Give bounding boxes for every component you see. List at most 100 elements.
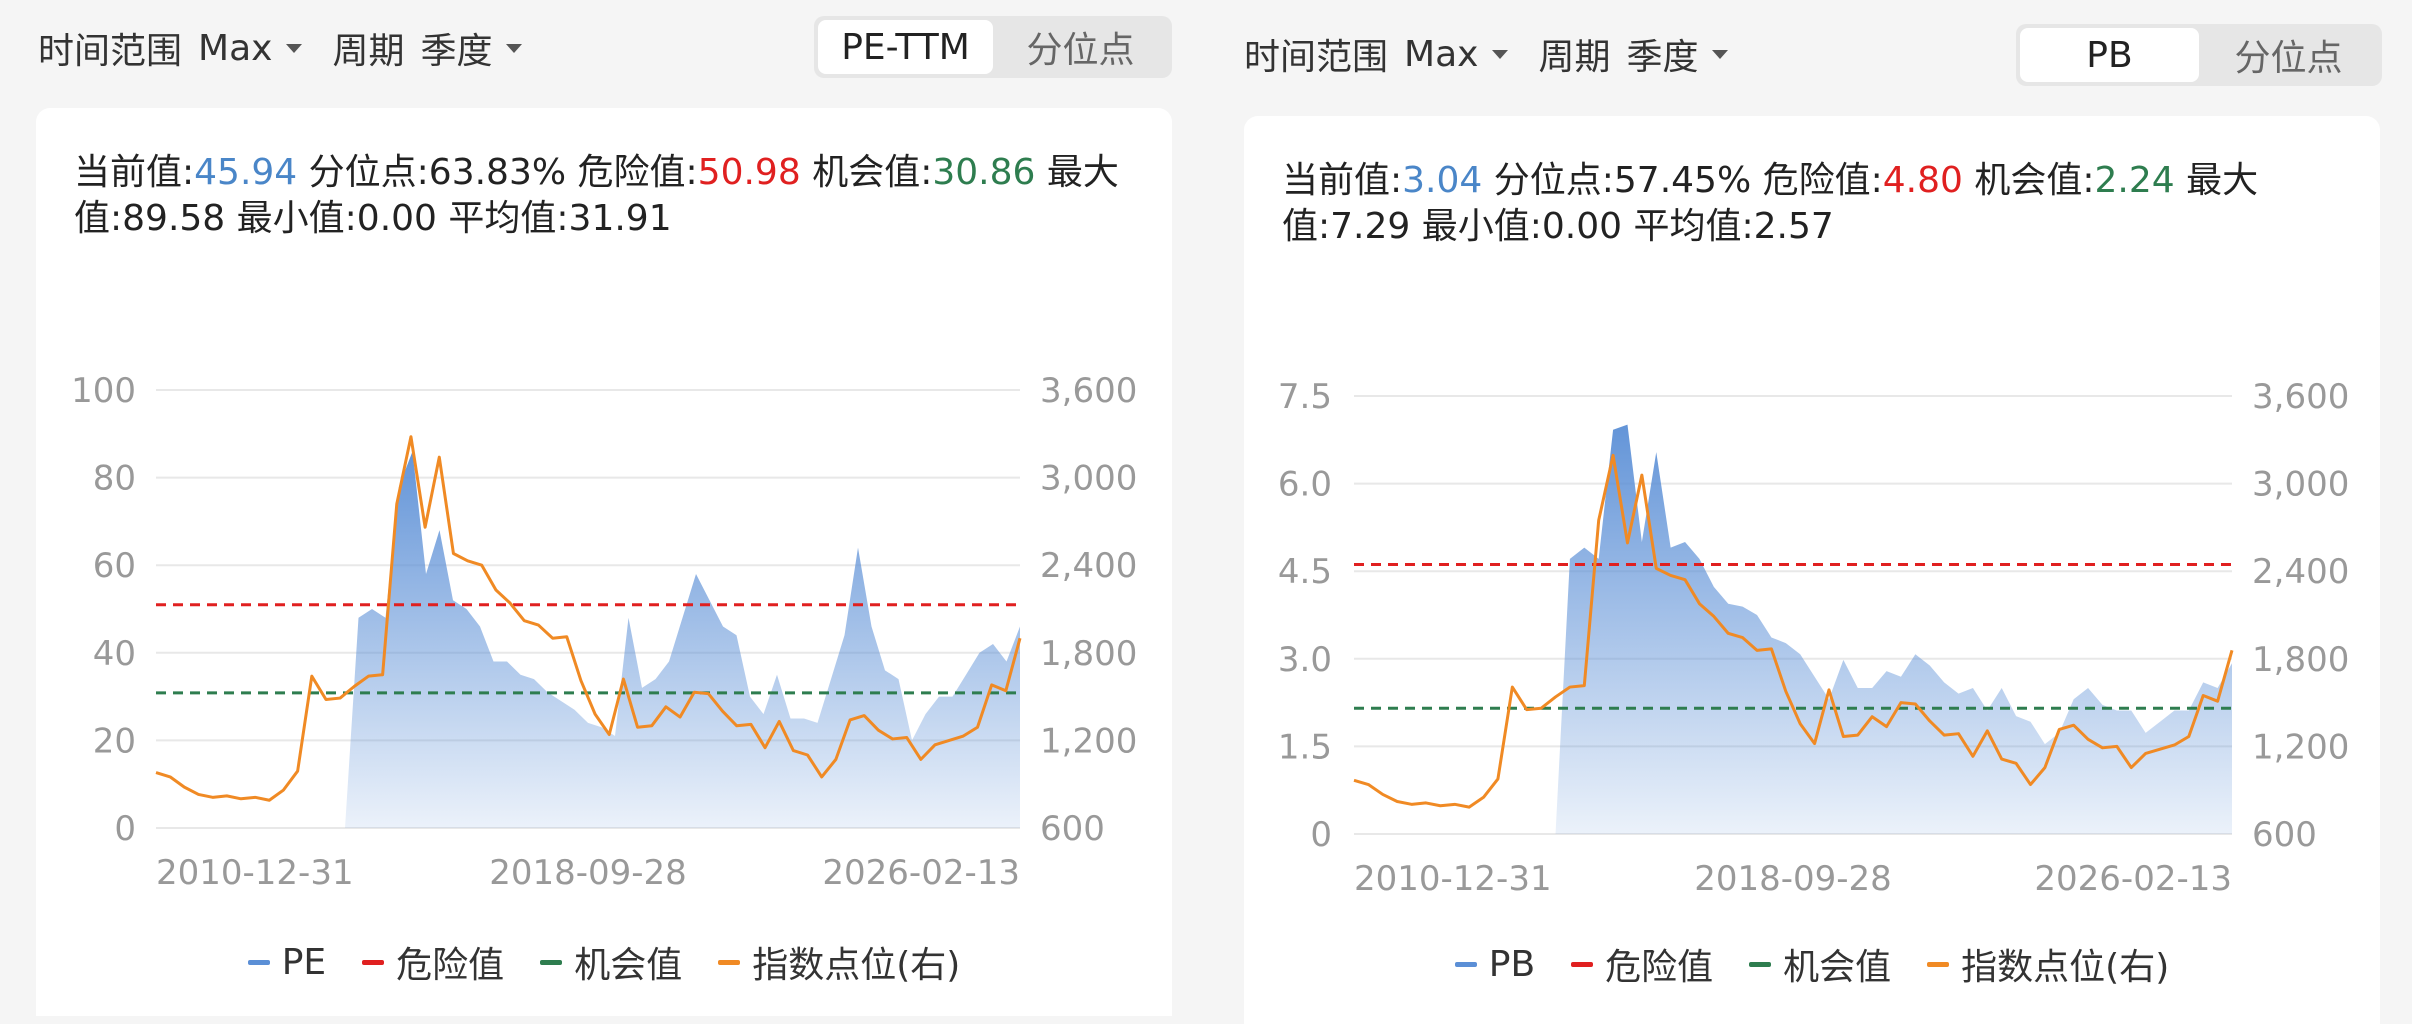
y-right-tick-label: 3,600 [1040, 371, 1137, 411]
period-label: 周期 [1538, 37, 1611, 78]
time-range-label: 时间范围 [1244, 37, 1389, 78]
period-dropdown[interactable]: 周期 季度 [1538, 28, 1729, 80]
y-left-tick-label: 7.5 [1278, 377, 1332, 417]
y-left-tick-label: 0 [1310, 815, 1332, 855]
y-left-tick-label: 60 [93, 546, 136, 586]
index-line [1353, 453, 2234, 809]
risk-label: 危险值: [1762, 160, 1883, 201]
x-tick-label: 2026-02-13 [822, 853, 1020, 893]
y-left-tick-label: 4.5 [1278, 552, 1332, 592]
pe-legend: PE 危险值 机会值 指数点位(右) [36, 936, 1172, 988]
pb-panel: 时间范围 Max 周期 季度 PB 分位点 当前值:3.04 分位点:57.45… [1206, 0, 2412, 1024]
current-label: 当前值: [74, 152, 195, 193]
legend-item-index[interactable]: 指数点位(右) [718, 936, 960, 988]
y-left-tick-label: 100 [71, 371, 136, 411]
legend-swatch [540, 959, 563, 965]
max-value: 7.29 [1330, 206, 1411, 247]
legend-label: 危险值 [1605, 947, 1714, 988]
pe-panel: 时间范围 Max 周期 季度 PE-TTM 分位点 当前值:45.94 分位点:… [0, 0, 1206, 1016]
legend-swatch [1749, 961, 1772, 967]
pb-chart: 0 600 1.5 1,200 3.0 1,800 4.5 2,400 6.0 3,000 7.5 3… [1278, 377, 2349, 899]
metric-toggle: PE-TTM 分位点 [814, 16, 1172, 78]
avg-value: 31.91 [568, 198, 672, 239]
legend-swatch [1927, 961, 1950, 967]
y-right-tick-label: 1,200 [1040, 721, 1137, 761]
min-value: 0.00 [1541, 206, 1623, 247]
chevron-down-icon [1712, 49, 1729, 59]
pb-controls: 时间范围 Max 周期 季度 [1244, 26, 1758, 82]
opportunity-value: 30.86 [932, 152, 1036, 193]
legend-swatch [362, 959, 385, 965]
legend-item-opportunity[interactable]: 机会值 [540, 936, 682, 988]
toggle-pe-ttm[interactable]: PE-TTM [818, 20, 993, 74]
y-right-tick-label: 3,000 [1040, 459, 1137, 499]
x-tick-label: 2018-09-28 [489, 853, 687, 893]
toggle-percentile[interactable]: 分位点 [2234, 38, 2343, 79]
legend-swatch [1454, 961, 1477, 967]
current-label: 当前值: [1282, 160, 1403, 201]
legend-label: 指数点位(右) [752, 945, 961, 986]
current-value: 3.04 [1402, 160, 1483, 201]
legend-item-metric[interactable]: PE [247, 936, 327, 988]
time-range-label: 时间范围 [38, 31, 183, 72]
y-right-tick-label: 600 [2252, 815, 2317, 855]
pb-legend: PB 危险值 机会值 指数点位(右) [1244, 938, 2380, 990]
x-tick-label: 2026-02-13 [2034, 859, 2232, 899]
legend-item-risk[interactable]: 危险值 [362, 936, 504, 988]
legend-label: PE [281, 941, 327, 983]
max-label: 最大值: [74, 152, 1119, 239]
y-right-tick-label: 2,400 [2252, 552, 2349, 592]
x-tick-label: 2010-12-31 [1354, 859, 1552, 899]
percentile-label: 分位点: [1493, 160, 1614, 201]
legend-swatch [718, 959, 741, 965]
percentile-value: 63.83% [428, 152, 567, 193]
y-right-tick-label: 3,600 [2252, 377, 2349, 417]
risk-label: 危险值: [577, 152, 698, 193]
avg-label: 平均值: [1633, 206, 1754, 247]
x-tick-label: 2010-12-31 [156, 853, 354, 893]
chevron-down-icon [286, 43, 303, 53]
y-right-tick-label: 3,000 [2252, 465, 2349, 505]
y-left-tick-label: 80 [93, 459, 136, 499]
percentile-label: 分位点: [308, 152, 429, 193]
min-value: 0.00 [356, 198, 437, 239]
period-value: 季度 [1626, 37, 1699, 78]
time-range-value: Max [198, 27, 273, 69]
legend-label: 机会值 [574, 945, 683, 986]
current-value: 45.94 [194, 152, 298, 193]
time-range-dropdown[interactable]: 时间范围 Max [1244, 28, 1509, 80]
pb-stats: 当前值:3.04 分位点:57.45% 危险值:4.80 机会值:2.24 最大… [1282, 158, 2342, 250]
chevron-down-icon [506, 43, 523, 53]
y-right-tick-label: 1,200 [2252, 727, 2349, 767]
risk-value: 50.98 [697, 152, 801, 193]
time-range-dropdown[interactable]: 时间范围 Max [38, 22, 303, 74]
y-right-tick-label: 2,400 [1040, 546, 1137, 586]
legend-item-index[interactable]: 指数点位(右) [1927, 938, 2169, 990]
period-dropdown[interactable]: 周期 季度 [332, 22, 523, 74]
pe-stats: 当前值:45.94 分位点:63.83% 危险值:50.98 机会值:30.86… [74, 150, 1134, 242]
avg-label: 平均值: [448, 198, 569, 239]
min-label: 最小值: [1421, 206, 1542, 247]
avg-value: 2.57 [1753, 206, 1834, 247]
period-label: 周期 [332, 31, 405, 72]
legend-label: PB [1488, 943, 1536, 985]
max-value: 89.58 [122, 198, 226, 239]
y-left-tick-label: 20 [93, 721, 136, 761]
index-line [155, 435, 1022, 802]
toggle-pb[interactable]: PB [2020, 28, 2199, 82]
legend-item-opportunity[interactable]: 机会值 [1749, 938, 1891, 990]
toggle-percentile[interactable]: 分位点 [1026, 30, 1135, 71]
metric-toggle: PB 分位点 [2016, 24, 2382, 86]
legend-item-risk[interactable]: 危险值 [1571, 938, 1713, 990]
legend-label: 指数点位(右) [1961, 947, 2170, 988]
y-right-tick-label: 1,800 [1040, 634, 1137, 674]
legend-label: 机会值 [1783, 947, 1892, 988]
opportunity-value: 2.24 [2094, 160, 2175, 201]
pe-chart: 0 600 20 1,200 40 1,800 60 2,400 80 3,000 100 3,600… [71, 371, 1137, 893]
legend-label: 危险值 [396, 945, 505, 986]
percentile-value: 57.45% [1613, 160, 1752, 201]
legend-item-metric[interactable]: PB [1454, 938, 1536, 990]
min-label: 最小值: [236, 198, 357, 239]
pe-controls: 时间范围 Max 周期 季度 [38, 20, 552, 76]
period-value: 季度 [420, 31, 493, 72]
